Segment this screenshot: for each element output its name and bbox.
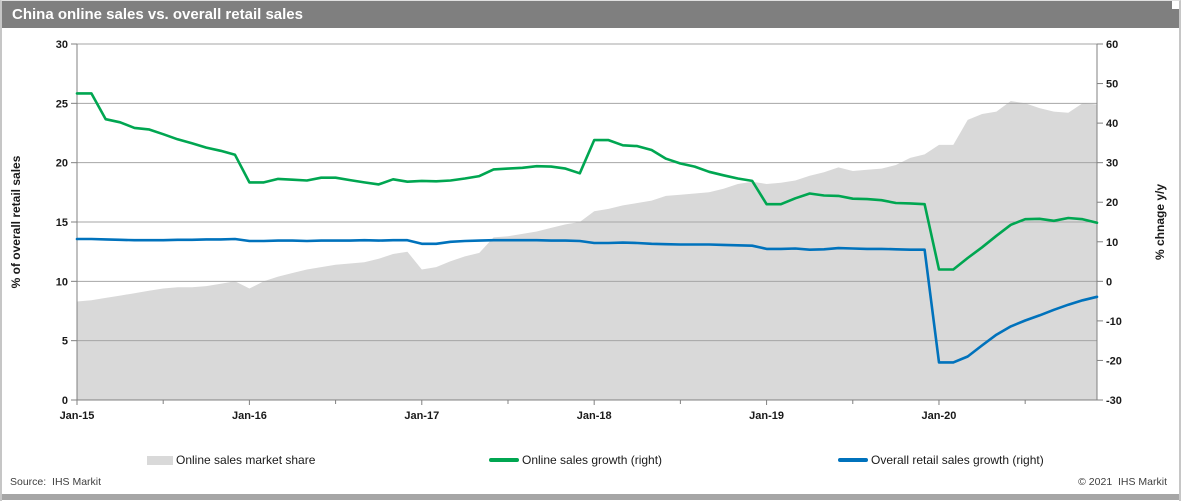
- svg-text:20: 20: [1106, 197, 1118, 209]
- retail-sales-growth-line: [75, 237, 1099, 364]
- legend-item-market-share: Online sales market share: [147, 451, 315, 469]
- svg-text:60: 60: [1106, 39, 1118, 51]
- left-axis: 0 5 10 15 20 25 30: [56, 39, 77, 407]
- svg-text:15: 15: [56, 217, 68, 229]
- line-swatch-icon: [489, 458, 519, 462]
- title-bar: China online sales vs. overall retail sa…: [2, 1, 1179, 28]
- online-share-area: [77, 101, 1097, 400]
- svg-text:5: 5: [62, 336, 68, 348]
- legend-label: Online sales market share: [176, 453, 316, 467]
- svg-text:-30: -30: [1106, 395, 1122, 407]
- page-title: China online sales vs. overall retail sa…: [12, 6, 303, 23]
- legend-label: Online sales growth (right): [522, 453, 663, 467]
- svg-text:0: 0: [62, 395, 68, 407]
- legend-item-online-growth: Online sales growth (right): [489, 451, 662, 469]
- area-swatch-icon: [147, 455, 173, 465]
- svg-text:Jan-20: Jan-20: [922, 410, 957, 422]
- legend-label: Overall retail sales growth (right): [871, 453, 1044, 467]
- copyright-note: © 2021 IHS Markit: [1078, 476, 1167, 488]
- svg-text:0: 0: [1106, 276, 1112, 288]
- x-axis: Jan-15 Jan-16 Jan-17 Jan-18 Jan-19 Jan-20: [60, 400, 1026, 422]
- line-swatch-icon: [838, 458, 868, 462]
- source-note: Source: IHS Markit: [10, 476, 102, 488]
- gridlines: [77, 43, 1097, 342]
- svg-text:30: 30: [56, 39, 68, 51]
- svg-text:40: 40: [1106, 118, 1118, 130]
- svg-text:20: 20: [56, 158, 68, 170]
- svg-text:Jan-18: Jan-18: [577, 410, 612, 422]
- svg-text:50: 50: [1106, 79, 1118, 91]
- svg-text:25: 25: [56, 98, 68, 110]
- left-axis-title: % of overall retail sales: [9, 155, 23, 288]
- svg-text:10: 10: [56, 276, 68, 288]
- right-axis-title: % chnage y/y: [1153, 184, 1167, 260]
- right-axis: 60 50 40 30 20 10 0 -10 -20 -30: [1097, 39, 1122, 407]
- svg-text:Jan-19: Jan-19: [749, 410, 784, 422]
- online-sales-growth-line: [75, 92, 1099, 271]
- svg-text:Jan-16: Jan-16: [232, 410, 267, 422]
- svg-text:-10: -10: [1106, 316, 1122, 328]
- svg-text:Jan-17: Jan-17: [404, 410, 439, 422]
- chart-legend: Online sales market share Online sales g…: [2, 451, 1179, 469]
- svg-text:30: 30: [1106, 158, 1118, 170]
- svg-text:Jan-15: Jan-15: [60, 410, 95, 422]
- svg-text:-20: -20: [1106, 355, 1122, 367]
- title-bar-notch: [1172, 1, 1179, 9]
- legend-item-retail-growth: Overall retail sales growth (right): [838, 451, 1044, 469]
- svg-text:10: 10: [1106, 237, 1118, 249]
- bottom-strip: [2, 494, 1179, 500]
- chart-svg: 0 5 10 15 20 25 30 60 50 40 30 20 10 0 -10 -20 -30 Jan-15…: [9, 39, 1167, 422]
